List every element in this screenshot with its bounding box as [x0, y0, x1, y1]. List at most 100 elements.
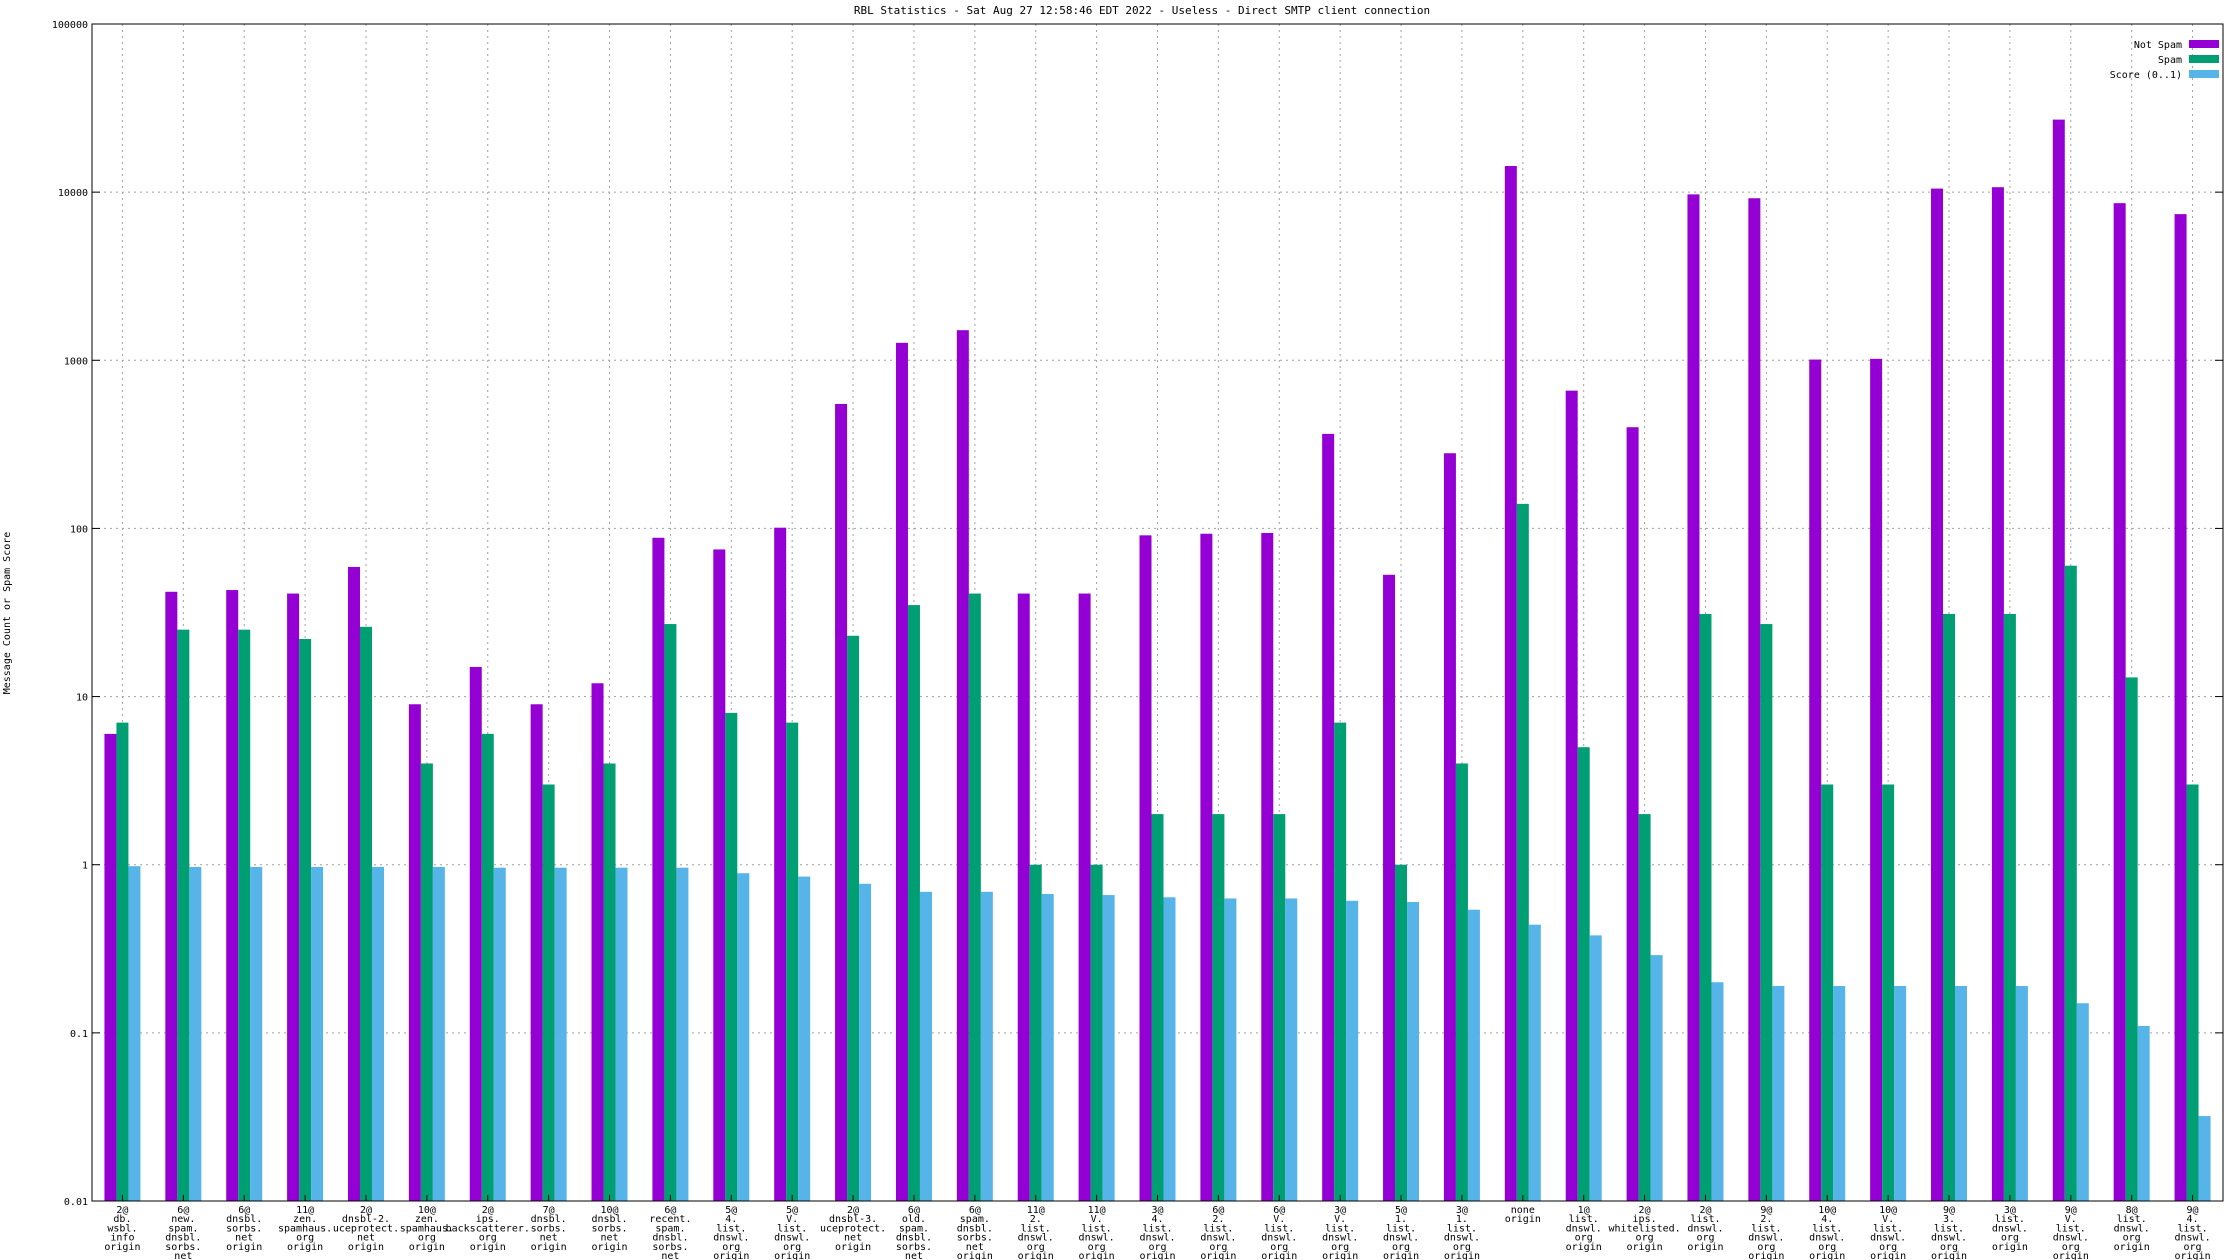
legend-swatch — [2189, 55, 2219, 63]
bar-spam — [2064, 565, 2077, 1201]
legend-label: Score (0..1) — [2110, 70, 2182, 81]
bar-not-spam — [2174, 214, 2187, 1201]
x-category-label: 9@ V. list. dnswl. org origin — [2053, 1205, 2089, 1260]
bar-spam — [1273, 814, 1286, 1201]
legend-swatch — [2189, 70, 2219, 78]
bar-score-0-1 — [1224, 898, 1237, 1201]
x-category-label: 9@ 2. list. dnswl. org origin — [1748, 1205, 1784, 1260]
bar-not-spam — [1322, 433, 1335, 1201]
y-tick-label: 0.01 — [64, 1197, 88, 1208]
bar-spam — [299, 639, 312, 1201]
bar-spam — [1577, 747, 1590, 1201]
y-tick-label: 1 — [82, 861, 88, 872]
y-tick-label: 10000 — [58, 188, 88, 199]
bar-spam — [1638, 814, 1651, 1201]
bar-spam — [1943, 613, 1956, 1201]
bar-score-0-1 — [1285, 898, 1298, 1201]
x-category-label: 5@ V. list. dnswl. org origin — [774, 1205, 810, 1260]
bar-spam — [420, 763, 433, 1201]
bars — [104, 119, 2211, 1202]
x-axis-category-labels: 2@ db. wsbl. info origin 6@ new. spam. dnsbl. sor… — [104, 1205, 2210, 1260]
bar-not-spam — [104, 733, 117, 1201]
y-tick-label: 1000 — [64, 356, 88, 367]
y-axis-ticks: 0.01 0.1 1 10 100 1000 10000 100000 — [52, 20, 2223, 1208]
bar-score-0-1 — [919, 891, 932, 1201]
legend-label: Spam — [2158, 55, 2182, 66]
bar-spam — [2186, 784, 2199, 1201]
bar-spam — [907, 605, 920, 1201]
bar-score-0-1 — [1955, 985, 1968, 1201]
legend-label: Not Spam — [2134, 40, 2182, 51]
bar-not-spam — [165, 591, 178, 1201]
bar-not-spam — [1565, 390, 1578, 1201]
x-category-label: 10@ dnsbl. sorbs. net origin — [591, 1205, 627, 1253]
bar-score-0-1 — [676, 867, 689, 1201]
y-tick-label: 10 — [76, 693, 88, 704]
bar-score-0-1 — [189, 866, 202, 1201]
bar-score-0-1 — [432, 866, 445, 1201]
bar-not-spam — [1870, 358, 1883, 1202]
x-category-label: 3@ 1. list. dnswl. org origin — [1444, 1205, 1480, 1260]
bar-not-spam — [774, 527, 787, 1201]
bar-not-spam — [287, 593, 300, 1201]
bar-not-spam — [1261, 532, 1274, 1201]
bar-score-0-1 — [2198, 1116, 2211, 1201]
bar-spam — [177, 629, 190, 1201]
bar-not-spam — [408, 704, 421, 1201]
x-category-label: 11@ V. list. dnswl. org origin — [1079, 1205, 1115, 1260]
bar-not-spam — [1931, 188, 1944, 1201]
bar-score-0-1 — [859, 883, 872, 1201]
bar-score-0-1 — [554, 867, 567, 1201]
bar-spam — [481, 733, 494, 1201]
bar-not-spam — [1200, 533, 1213, 1201]
bar-spam — [1151, 814, 1164, 1201]
bar-score-0-1 — [1589, 935, 1602, 1201]
x-category-label: none origin — [1505, 1205, 1541, 1225]
bar-not-spam — [1626, 427, 1639, 1201]
bar-score-0-1 — [1650, 955, 1663, 1201]
bar-score-0-1 — [1407, 902, 1420, 1201]
legend: Not Spam Spam Score (0..1) — [2110, 40, 2219, 81]
bar-spam — [238, 629, 251, 1201]
x-category-label: 6@ dnsbl. sorbs. net origin — [226, 1205, 262, 1253]
x-category-label: 11@ zen. spamhaus. org origin — [278, 1205, 332, 1253]
bar-score-0-1 — [493, 867, 506, 1201]
chart-title: RBL Statistics - Sat Aug 27 12:58:46 EDT… — [854, 4, 1430, 17]
bar-score-0-1 — [737, 873, 750, 1201]
bar-not-spam — [1748, 198, 1761, 1202]
x-category-label: 9@ 4. list. dnswl. org origin — [2174, 1205, 2210, 1260]
bar-not-spam — [895, 342, 908, 1202]
x-category-label: 6@ spam. dnsbl. sorbs. net origin — [957, 1205, 993, 1260]
x-category-label: 10@ V. list. dnswl. org origin — [1870, 1205, 1906, 1260]
bar-not-spam — [1078, 593, 1091, 1201]
bar-score-0-1 — [1041, 893, 1054, 1201]
bar-spam — [1760, 624, 1773, 1201]
bar-not-spam — [591, 683, 604, 1201]
bar-spam — [1699, 613, 1712, 1201]
bar-spam — [725, 712, 738, 1201]
bar-not-spam — [652, 537, 665, 1201]
bar-not-spam — [956, 330, 969, 1201]
x-category-label: 5@ 4. list. dnswl. org origin — [713, 1205, 749, 1260]
bar-not-spam — [1383, 574, 1396, 1201]
x-category-label: 6@ V. list. dnswl. org origin — [1261, 1205, 1297, 1260]
bar-score-0-1 — [1467, 909, 1480, 1201]
bar-not-spam — [1504, 166, 1517, 1201]
x-category-label: 10@ 4. list. dnswl. org origin — [1809, 1205, 1845, 1260]
bar-score-0-1 — [1833, 985, 1846, 1201]
y-tick-label: 0.1 — [70, 1029, 88, 1040]
bar-spam — [847, 635, 860, 1201]
bar-spam — [116, 722, 129, 1201]
x-category-label: 3@ V. list. dnswl. org origin — [1322, 1205, 1358, 1260]
bar-score-0-1 — [980, 891, 993, 1201]
bar-score-0-1 — [1346, 900, 1359, 1201]
bar-score-0-1 — [2137, 1025, 2150, 1201]
x-category-label: 2@ ips. backscatterer. org origin — [446, 1205, 530, 1253]
bar-spam — [603, 763, 616, 1201]
bar-score-0-1 — [1102, 895, 1115, 1201]
legend-swatch — [2189, 40, 2219, 48]
